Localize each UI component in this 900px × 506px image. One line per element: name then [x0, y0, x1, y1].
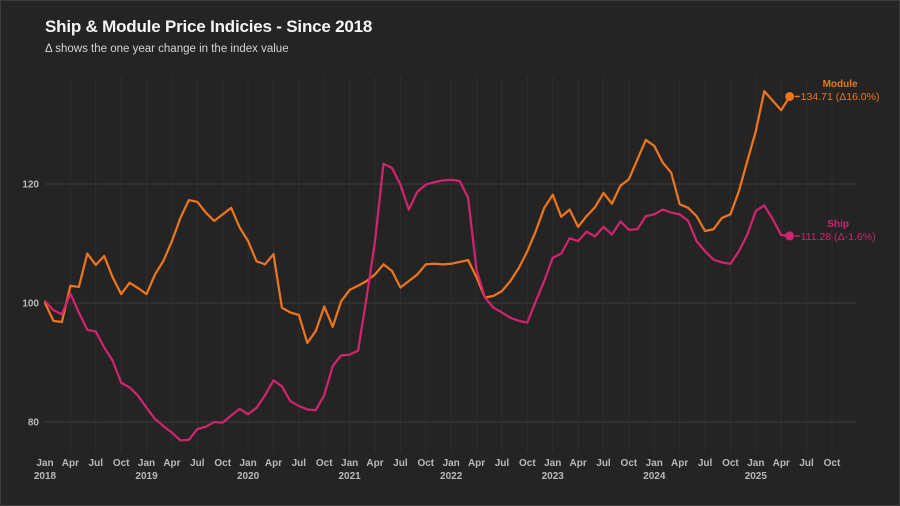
x-axis-month-label: Oct — [722, 458, 739, 469]
ship-series-line — [43, 162, 791, 442]
x-axis-month-label: Jul — [799, 458, 814, 469]
x-axis-month-label: Apr — [62, 458, 79, 469]
x-axis-month-label: Jul — [190, 458, 205, 469]
x-axis-month-label: Apr — [671, 458, 688, 469]
x-axis-month-label: Jul — [698, 458, 713, 469]
x-axis-month-label: Jan — [646, 458, 663, 469]
module-series-line — [43, 90, 791, 344]
y-axis-tick-label: 100 — [22, 299, 39, 310]
x-axis-month-label: Apr — [468, 458, 485, 469]
x-axis-month-label: Apr — [265, 458, 282, 469]
x-axis-month-label: Jan — [36, 458, 53, 469]
x-axis-year-label: 2018 — [34, 471, 57, 482]
x-axis-month-label: Jan — [239, 458, 256, 469]
x-axis-month-label: Jan — [544, 458, 561, 469]
x-axis-month-label: Apr — [773, 458, 790, 469]
x-axis-month-label: Oct — [519, 458, 536, 469]
x-axis-month-label: Jan — [747, 458, 764, 469]
module-series-name: Module — [822, 79, 858, 91]
ship-series-name: Ship — [827, 218, 849, 230]
x-axis-month-label: Oct — [621, 458, 638, 469]
ship-end-dot — [785, 231, 795, 241]
x-axis-year-label: 2024 — [643, 471, 666, 482]
x-axis-month-label: Oct — [417, 458, 434, 469]
x-axis-year-label: 2019 — [135, 471, 158, 482]
module-end-label: Module 134.71 (Δ16.0%) — [801, 79, 880, 103]
ship-end-label: Ship 111.28 (Δ-1.6%) — [801, 219, 876, 243]
x-axis-month-label: Apr — [163, 458, 180, 469]
y-axis-tick-label: 80 — [28, 418, 40, 429]
chart-subtitle: Δ shows the one year change in the index… — [45, 43, 289, 55]
x-axis-month-label: Jul — [393, 458, 408, 469]
chart-title: Ship & Module Price Indicies - Since 201… — [45, 17, 373, 36]
y-axis-tick-label: 120 — [22, 180, 39, 191]
x-axis-month-label: Jul — [292, 458, 307, 469]
x-axis-month-label: Oct — [316, 458, 333, 469]
ship-end-value: 111.28 (Δ-1.6%) — [800, 230, 876, 243]
x-axis-month-label: Jan — [138, 458, 155, 469]
x-axis-year-label: 2022 — [440, 471, 463, 482]
x-axis-year-label: 2023 — [542, 471, 565, 482]
x-axis-year-label: 2025 — [745, 471, 768, 482]
x-axis-month-label: Apr — [366, 458, 383, 469]
x-axis-month-label: Oct — [214, 458, 231, 469]
x-axis-month-label: Oct — [113, 458, 130, 469]
module-end-dot — [785, 91, 795, 101]
x-axis-month-label: Oct — [824, 458, 841, 469]
x-axis-month-label: Jul — [495, 458, 510, 469]
x-axis-year-label: 2021 — [339, 471, 362, 482]
x-axis-month-label: Jul — [89, 458, 104, 469]
x-axis-month-label: Jan — [341, 458, 358, 469]
module-end-value: 134.71 (Δ16.0%) — [800, 91, 880, 104]
x-axis-year-label: 2020 — [237, 471, 260, 482]
x-axis-month-label: Jan — [443, 458, 460, 469]
x-axis-month-label: Apr — [570, 458, 587, 469]
x-axis-month-label: Jul — [596, 458, 611, 469]
